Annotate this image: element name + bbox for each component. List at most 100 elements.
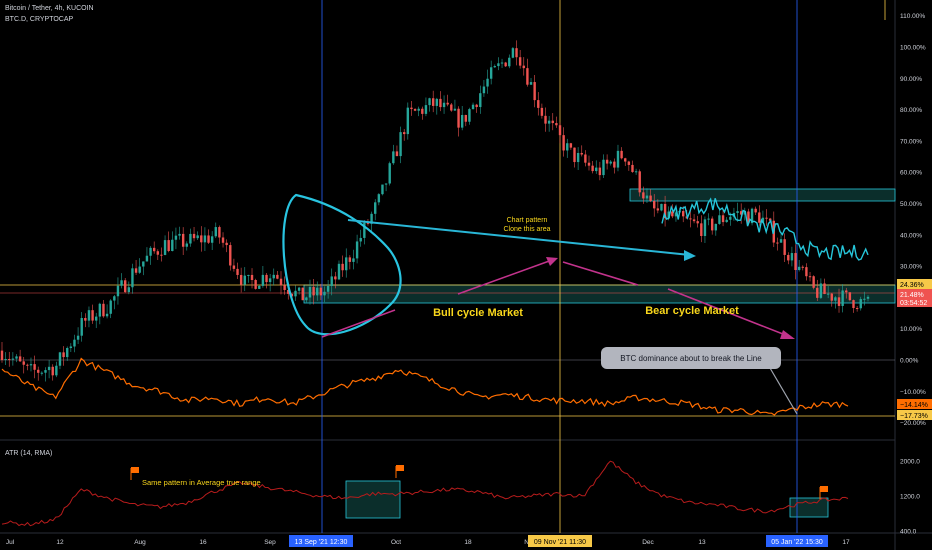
candle-body bbox=[167, 240, 170, 252]
price-axis[interactable]: 110.00% 100.00% 90.00% 80.00% 70.00% 60.00% 50… bbox=[900, 13, 926, 427]
dominance-badge bbox=[897, 399, 932, 409]
candle-body bbox=[66, 348, 69, 358]
candle-body bbox=[674, 212, 678, 217]
candle-body bbox=[518, 57, 522, 66]
candle-body bbox=[758, 212, 761, 223]
candle-body bbox=[265, 274, 268, 283]
time-tick-label: Sep bbox=[264, 539, 276, 546]
clone-area-label: Clone this area bbox=[503, 226, 550, 233]
bull-arrow-lower bbox=[321, 309, 396, 338]
time-tick-label: 12 bbox=[56, 539, 64, 546]
candle-body bbox=[613, 161, 616, 168]
candle-body bbox=[18, 356, 22, 362]
pattern-lasso bbox=[282, 193, 402, 336]
callout-pointer bbox=[769, 367, 798, 415]
compare-symbol[interactable]: BTC.D, CRYPTOCAP bbox=[5, 16, 74, 23]
support-zone bbox=[303, 284, 896, 304]
flag-icon bbox=[395, 465, 404, 478]
candle-body bbox=[859, 299, 862, 309]
bear-arrow bbox=[667, 288, 789, 337]
candle-body bbox=[160, 254, 163, 256]
candle-body bbox=[595, 167, 598, 172]
candle-body bbox=[22, 361, 25, 365]
candle-body bbox=[616, 150, 620, 168]
candle-body bbox=[656, 208, 660, 211]
candle-body bbox=[392, 151, 395, 164]
candle-body bbox=[537, 100, 540, 108]
candle-body bbox=[334, 276, 337, 280]
yellow-level-badge bbox=[897, 279, 932, 289]
candle-body bbox=[69, 346, 73, 349]
symbol-title[interactable]: Bitcoin / Tether, 4h, KUCOIN bbox=[5, 5, 94, 12]
candle-body bbox=[605, 159, 609, 164]
time-highlight-sep bbox=[289, 535, 353, 547]
candle-body bbox=[692, 219, 696, 222]
candle-body bbox=[73, 339, 76, 347]
candle-body bbox=[109, 300, 112, 314]
candle-body bbox=[682, 211, 685, 217]
candle-body bbox=[203, 235, 207, 243]
candle-body bbox=[91, 310, 94, 321]
candle-body bbox=[116, 285, 120, 297]
candle-body bbox=[653, 200, 656, 209]
candle-body bbox=[551, 120, 554, 124]
candle-body bbox=[797, 266, 801, 271]
candle-body bbox=[218, 227, 221, 238]
candle-body bbox=[522, 65, 525, 69]
candle-body bbox=[544, 115, 547, 124]
candle-body bbox=[261, 274, 265, 286]
candle-body bbox=[279, 278, 283, 286]
callout-box bbox=[601, 347, 781, 369]
candle-body bbox=[609, 161, 612, 164]
candle-body bbox=[4, 358, 7, 360]
candle-body bbox=[149, 247, 152, 256]
candle-body bbox=[95, 316, 98, 321]
candle-body bbox=[718, 215, 721, 224]
time-tick-label: 13 bbox=[698, 539, 706, 546]
candle-body bbox=[421, 108, 424, 114]
candle-body bbox=[406, 107, 410, 135]
candle-body bbox=[363, 222, 366, 238]
candle-body bbox=[424, 105, 428, 114]
atr-tick-label: 1200.0 bbox=[900, 494, 920, 501]
candle-body bbox=[268, 278, 272, 283]
candle-body bbox=[555, 123, 558, 126]
candle-body bbox=[479, 93, 482, 108]
candle-body bbox=[40, 372, 44, 374]
atr-tick-label: 2000.0 bbox=[900, 459, 920, 466]
candle-body bbox=[663, 203, 667, 219]
chart-pattern-label: Chart pattern bbox=[507, 217, 548, 224]
bear-cycle-label: Bear cycle Market bbox=[645, 305, 739, 317]
candle-body bbox=[76, 335, 80, 340]
cloned-pattern-line bbox=[661, 197, 869, 261]
candle-body bbox=[131, 268, 134, 288]
candle-body bbox=[649, 195, 652, 201]
candle-body bbox=[819, 283, 823, 298]
atr-axis[interactable]: 2000.0 1200.0 400.0 bbox=[900, 459, 920, 536]
bull-arrow-head bbox=[546, 257, 558, 266]
time-axis[interactable]: Jul12Aug16SepOct18NovDec13Jan17 bbox=[6, 539, 850, 546]
candle-body bbox=[403, 132, 406, 135]
candle-body bbox=[33, 364, 36, 370]
atr-indicator-title[interactable]: ATR (14, RMA) bbox=[5, 450, 52, 457]
candle-body bbox=[660, 203, 663, 211]
candle-body bbox=[511, 48, 515, 58]
candle-body bbox=[515, 48, 518, 58]
atr-tick-label: 400.0 bbox=[900, 529, 917, 536]
candle-body bbox=[138, 266, 141, 273]
candle-body bbox=[87, 310, 91, 321]
candle-body bbox=[388, 163, 391, 184]
candle-body bbox=[700, 223, 703, 237]
candle-body bbox=[283, 285, 286, 290]
candle-body bbox=[152, 247, 156, 252]
time-highlight-jan-text: 05 Jan '22 15:30 bbox=[771, 539, 823, 546]
candle-body bbox=[790, 253, 794, 261]
candle-body bbox=[765, 217, 768, 219]
resistance-zone bbox=[629, 188, 896, 202]
price-tick-label: 100.00% bbox=[900, 45, 926, 52]
price-candles bbox=[0, 40, 870, 382]
price-tick-label: 80.00% bbox=[900, 107, 922, 114]
candle-body bbox=[312, 287, 315, 296]
candle-body bbox=[602, 159, 605, 176]
candle-body bbox=[127, 287, 131, 293]
